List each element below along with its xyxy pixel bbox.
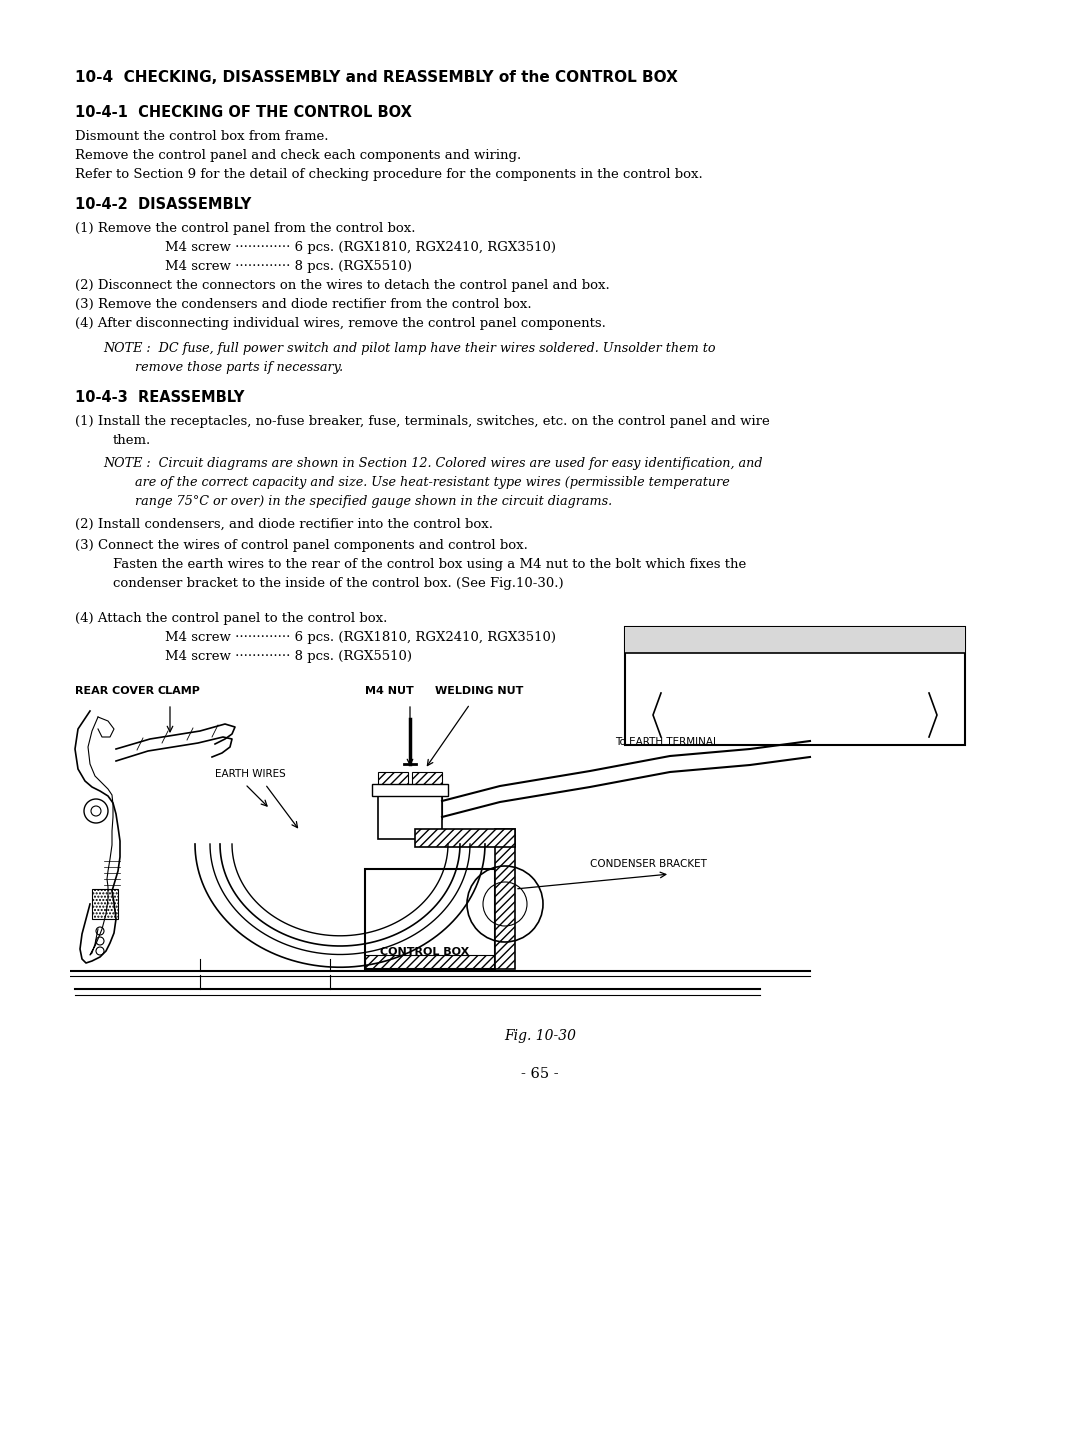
Bar — [92, 889, 118, 919]
Text: (2) Disconnect the connectors on the wires to detach the control panel and box.: (2) Disconnect the connectors on the wir… — [75, 279, 610, 292]
Bar — [365, 869, 495, 969]
Text: M4 screw ············· 8 pcs. (RGX5510): M4 screw ············· 8 pcs. (RGX5510) — [165, 650, 411, 663]
Text: are of the correct capacity and size. Use heat-resistant type wires (permissible: are of the correct capacity and size. Us… — [103, 476, 730, 489]
Text: WELDING NUT: WELDING NUT — [435, 686, 524, 696]
Text: Refer to Section 9 for the detail of checking procedure for the components in th: Refer to Section 9 for the detail of che… — [75, 169, 703, 181]
Bar — [625, 627, 966, 653]
Text: N•m: N•m — [835, 662, 868, 674]
Bar — [378, 795, 442, 839]
Text: NOTE :  DC fuse, full power switch and pilot lamp have their wires soldered. Uns: NOTE : DC fuse, full power switch and pi… — [103, 342, 715, 354]
Bar — [411, 797, 442, 819]
Text: - 65 -: - 65 - — [522, 1067, 558, 1080]
Bar — [378, 772, 408, 795]
Bar — [495, 829, 515, 969]
Text: 10-4-2  DISASSEMBLY: 10-4-2 DISASSEMBLY — [75, 197, 252, 211]
Text: To EARTH TERMINAL: To EARTH TERMINAL — [615, 737, 719, 747]
Text: kg•cm: kg•cm — [835, 690, 882, 704]
Text: Remove the control panel and check each components and wiring.: Remove the control panel and check each … — [75, 149, 522, 161]
Text: (1) Remove the control panel from the control box.: (1) Remove the control panel from the co… — [75, 221, 416, 234]
Bar — [378, 797, 408, 819]
Text: (3) Remove the condensers and diode rectifier from the control box.: (3) Remove the condensers and diode rect… — [75, 299, 531, 312]
Text: (2) Install condensers, and diode rectifier into the control box.: (2) Install condensers, and diode rectif… — [75, 517, 492, 532]
Text: (4) After disconnecting individual wires, remove the control panel components.: (4) After disconnecting individual wires… — [75, 317, 606, 330]
Text: 10-4-1  CHECKING OF THE CONTROL BOX: 10-4-1 CHECKING OF THE CONTROL BOX — [75, 104, 411, 120]
Text: 1.2 - 1.5: 1.2 - 1.5 — [701, 662, 758, 674]
Text: M4 screw ············· 6 pcs. (RGX1810, RGX2410, RGX3510): M4 screw ············· 6 pcs. (RGX1810, … — [165, 242, 556, 254]
Text: 10-4-3  REASSEMBLY: 10-4-3 REASSEMBLY — [75, 390, 244, 404]
Text: NOTE :  Circuit diagrams are shown in Section 12. Colored wires are used for eas: NOTE : Circuit diagrams are shown in Sec… — [103, 457, 762, 470]
Bar — [495, 829, 515, 969]
Text: 10-4  CHECKING, DISASSEMBLY and REASSEMBLY of the CONTROL BOX: 10-4 CHECKING, DISASSEMBLY and REASSEMBL… — [75, 70, 678, 84]
Text: 0.9 - 1.1: 0.9 - 1.1 — [701, 719, 758, 733]
Text: M4 screw ············· 6 pcs. (RGX1810, RGX2410, RGX3510): M4 screw ············· 6 pcs. (RGX1810, … — [165, 632, 556, 644]
Text: (3) Connect the wires of control panel components and control box.: (3) Connect the wires of control panel c… — [75, 539, 528, 552]
Bar — [415, 829, 515, 847]
Text: (1) Install the receptacles, no-fuse breaker, fuse, terminals, switches, etc. on: (1) Install the receptacles, no-fuse bre… — [75, 414, 770, 429]
Text: ft•lb: ft•lb — [835, 719, 867, 733]
Text: (4) Attach the control panel to the control box.: (4) Attach the control panel to the cont… — [75, 612, 388, 624]
Text: CLAMP: CLAMP — [158, 686, 201, 696]
Text: condenser bracket to the inside of the control box. (See Fig.10-30.): condenser bracket to the inside of the c… — [113, 577, 564, 590]
Bar — [372, 785, 448, 796]
Text: M4 NUT: M4 NUT — [365, 686, 414, 696]
Text: remove those parts if necessary.: remove those parts if necessary. — [103, 362, 343, 374]
Text: 12 - 15: 12 - 15 — [705, 690, 754, 704]
Bar — [411, 772, 442, 795]
Text: CONTROL BOX: CONTROL BOX — [380, 947, 469, 957]
Text: M4 screw ············· 8 pcs. (RGX5510): M4 screw ············· 8 pcs. (RGX5510) — [165, 260, 411, 273]
Text: CONDENSER BRACKET: CONDENSER BRACKET — [590, 859, 707, 869]
Text: Tightening torque: Tightening torque — [725, 632, 866, 646]
Text: range 75°C or over) in the specified gauge shown in the circuit diagrams.: range 75°C or over) in the specified gau… — [103, 494, 612, 507]
Bar — [415, 829, 515, 847]
Text: them.: them. — [113, 434, 151, 447]
Text: Fasten the earth wires to the rear of the control box using a M4 nut to the bolt: Fasten the earth wires to the rear of th… — [113, 557, 746, 572]
Text: Fig. 10-30: Fig. 10-30 — [504, 1029, 576, 1043]
Bar — [625, 627, 966, 745]
Text: Dismount the control box from frame.: Dismount the control box from frame. — [75, 130, 328, 143]
Text: REAR COVER: REAR COVER — [75, 686, 154, 696]
Bar — [365, 955, 495, 969]
Text: EARTH WIRES: EARTH WIRES — [215, 769, 286, 779]
